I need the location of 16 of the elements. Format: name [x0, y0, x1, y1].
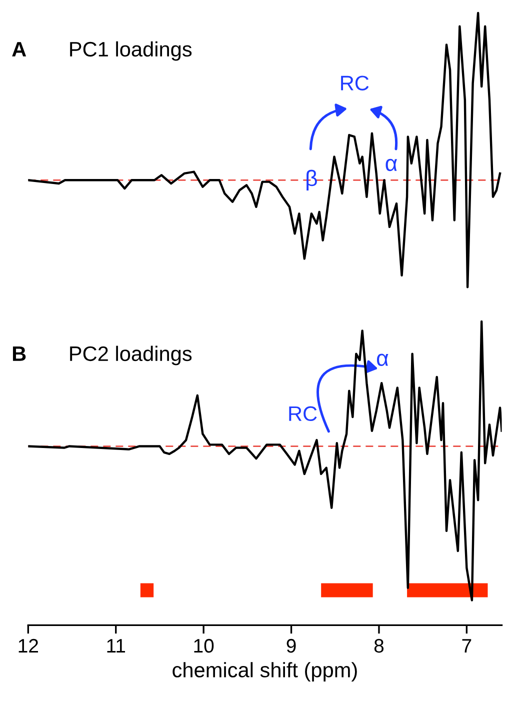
annotation: α [376, 354, 388, 366]
x-tick-label: 7 [462, 639, 472, 653]
annotation: β [306, 170, 317, 191]
x-axis-title: chemical shift (ppm) [172, 662, 357, 682]
text: PC2 loadings [70, 346, 192, 366]
annotation: RC [289, 406, 317, 422]
x-tick-label: 12 [18, 638, 38, 653]
text: B [12, 346, 26, 361]
x-tick-label: 10 [194, 638, 214, 653]
x-tick-label: 8 [374, 638, 384, 653]
text: A [12, 42, 26, 56]
x-tick-label: 9 [286, 638, 296, 653]
x-tick-label: 11 [107, 639, 126, 653]
annotation: RC [341, 76, 369, 90]
annotation: α [386, 158, 398, 172]
text: PC1 loadings [70, 41, 192, 61]
